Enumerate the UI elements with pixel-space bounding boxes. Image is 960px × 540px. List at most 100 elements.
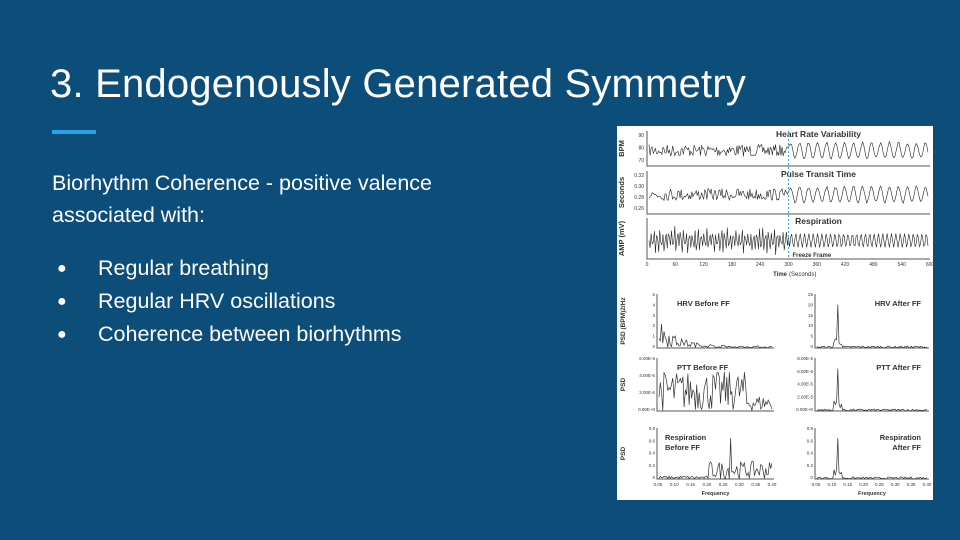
psd-axes <box>656 294 774 349</box>
ytick-label: 90 <box>638 133 644 139</box>
psd-ytick-label: 4 <box>652 302 655 307</box>
psd-panel-title: PTT Before FF <box>677 363 729 372</box>
psd-ytick-label: 0.00E+0 <box>638 407 655 412</box>
psd-ytick-label: 5 <box>652 292 655 297</box>
waveform-line <box>648 226 929 256</box>
freq-tick-label: 0.25 <box>875 482 884 487</box>
psd-ytick-label: 0 <box>652 475 655 480</box>
psd-panel-title: Respiration <box>665 433 707 442</box>
freq-tick-label: 0.10 <box>827 482 836 487</box>
psd-ytick-label: 15 <box>808 313 814 318</box>
psd-panel-title: Before FF <box>665 443 700 452</box>
ytick-label: 0.26 <box>634 206 644 212</box>
psd-ylabel: PSD (BPM)2/Hz <box>620 297 627 345</box>
time-tick-label: 120 <box>699 262 708 268</box>
freq-tick-label: 0.35 <box>907 482 916 487</box>
panel-title: Respiration <box>795 216 842 226</box>
psd-spectrum-line <box>658 371 773 411</box>
time-axis-label: Time <box>773 272 788 278</box>
freq-tick-label: 0.05 <box>654 482 663 487</box>
psd-axes <box>656 358 774 412</box>
psd-ytick-label: 10 <box>808 323 814 328</box>
panel-ylabel: Seconds <box>617 177 626 208</box>
psd-spectrum-line <box>816 368 928 412</box>
bullet-icon: ● <box>57 293 67 310</box>
freq-tick-label: 0.20 <box>859 482 868 487</box>
intro-text: Biorhythm Coherence - positive valence a… <box>52 171 433 227</box>
time-series-axes <box>646 171 930 215</box>
freq-tick-label: 0.15 <box>843 482 852 487</box>
time-axis-unit: (Seconds) <box>789 272 816 278</box>
psd-ytick-label: 1 <box>652 334 655 339</box>
psd-ytick-label: 4.00E-6 <box>639 373 655 378</box>
biorhythm-figure: Heart Rate Variability BPM 90 80 70 Pulse Tra… <box>617 126 933 500</box>
bullet-item: ● Coherence between biorhythms <box>52 318 402 351</box>
psd-ytick-label: 0 <box>810 475 813 480</box>
freq-tick-label: 0.05 <box>812 482 821 487</box>
bullet-icon: ● <box>57 326 67 343</box>
psd-ylabel: PSD <box>620 378 627 392</box>
psd-ytick-label: 6.00E-5 <box>797 369 813 374</box>
ytick-label: 0.30 <box>634 184 644 190</box>
psd-panel-title: PTT After FF <box>876 363 921 372</box>
time-tick-label: 540 <box>898 262 907 268</box>
ytick-label: 80 <box>638 146 644 152</box>
time-tick-label: 0 <box>646 262 649 268</box>
bullet-item: ● Regular HRV oscillations <box>52 285 402 318</box>
psd-panel-title: Respiration <box>880 433 922 442</box>
psd-ylabel: PSD <box>620 447 627 461</box>
psd-axes <box>814 358 929 412</box>
psd-ytick-label: 0 <box>652 344 655 349</box>
biorhythm-figure-svg: Heart Rate Variability BPM 90 80 70 Pulse Tra… <box>617 129 933 497</box>
time-tick-label: 300 <box>784 262 793 268</box>
psd-axes <box>814 428 929 480</box>
panel-ylabel: AMP (mV) <box>617 220 626 256</box>
freq-tick-label: 0.10 <box>670 482 679 487</box>
ytick-label: 0.32 <box>634 173 644 179</box>
psd-axes <box>814 294 929 349</box>
freq-tick-label: 0.15 <box>686 482 695 487</box>
time-tick-label: 360 <box>813 262 822 268</box>
slide-title: 3. Endogenously Generated Symmetry <box>50 62 747 106</box>
time-tick-label: 60 <box>673 262 679 268</box>
psd-ytick-label: 0.2 <box>649 463 656 468</box>
freq-tick-label: 0.40 <box>923 482 932 487</box>
psd-panel-title: HRV Before FF <box>677 299 730 308</box>
bullet-list: ● Regular breathing ● Regular HRV oscillat… <box>52 252 402 351</box>
psd-ytick-label: 0.2 <box>807 463 814 468</box>
freq-tick-label: 0.25 <box>719 482 728 487</box>
psd-ytick-label: 2 <box>652 323 655 328</box>
psd-ytick-label: 2.00E-6 <box>639 390 655 395</box>
psd-spectrum-line <box>658 323 773 349</box>
psd-ytick-label: 5 <box>810 334 813 339</box>
time-tick-label: 480 <box>869 262 878 268</box>
psd-panel-title: HRV After FF <box>875 299 922 308</box>
psd-ytick-label: 20 <box>808 302 814 307</box>
time-series-axes <box>646 218 930 260</box>
psd-ytick-label: 6.00E-6 <box>639 356 655 361</box>
psd-panel-title: After FF <box>892 443 921 452</box>
psd-ytick-label: 4.00E-5 <box>797 382 813 387</box>
freq-tick-label: 0.20 <box>702 482 711 487</box>
psd-spectrum-line <box>816 304 928 349</box>
freq-axis-label: Frequency <box>702 491 731 497</box>
ytick-label: 0.28 <box>634 195 644 201</box>
freq-tick-label: 0.40 <box>768 482 777 487</box>
psd-ytick-label: 0.8 <box>649 426 656 431</box>
psd-ytick-label: 0.6 <box>649 438 656 443</box>
psd-ytick-label: 2.00E-5 <box>797 394 813 399</box>
bullet-icon: ● <box>57 260 67 277</box>
time-tick-label: 180 <box>728 262 737 268</box>
psd-ytick-label: 0.6 <box>807 438 814 443</box>
psd-ytick-label: 0 <box>810 344 813 349</box>
panel-title: Heart Rate Variability <box>776 129 861 139</box>
ytick-label: 70 <box>638 158 644 164</box>
freq-tick-label: 0.30 <box>891 482 900 487</box>
freq-tick-label: 0.35 <box>751 482 760 487</box>
psd-ytick-label: 25 <box>808 292 814 297</box>
psd-ytick-label: 8.00E-5 <box>797 356 813 361</box>
panel-title: Pulse Transit Time <box>781 169 856 179</box>
title-accent-bar <box>52 130 96 134</box>
psd-spectrum-line <box>816 438 928 480</box>
psd-ytick-label: 0.4 <box>807 451 814 456</box>
